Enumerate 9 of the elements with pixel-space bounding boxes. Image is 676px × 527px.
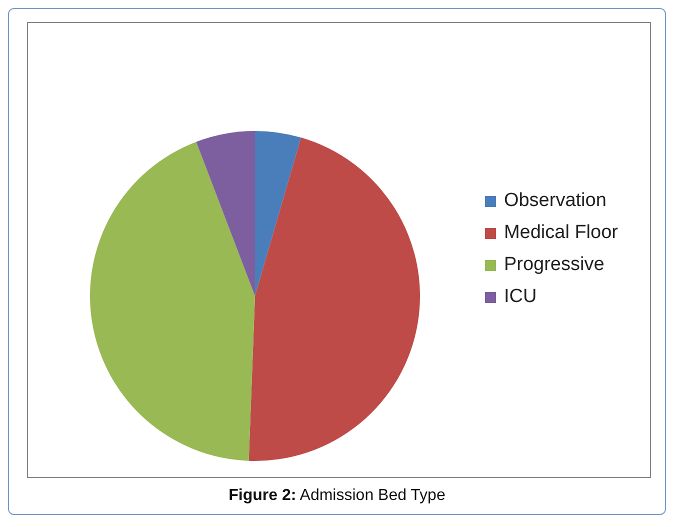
legend-label: Medical Floor: [504, 221, 618, 245]
pie-slice: [255, 131, 302, 296]
pie-slice: [90, 142, 255, 461]
pie-slice: [196, 131, 255, 296]
legend-label: ICU: [504, 285, 537, 309]
legend-label: Observation: [504, 189, 606, 213]
pie-slice: [248, 138, 420, 461]
caption: Figure 2: Admission Bed Type: [228, 487, 446, 504]
legend-label: Progressive: [504, 253, 604, 277]
